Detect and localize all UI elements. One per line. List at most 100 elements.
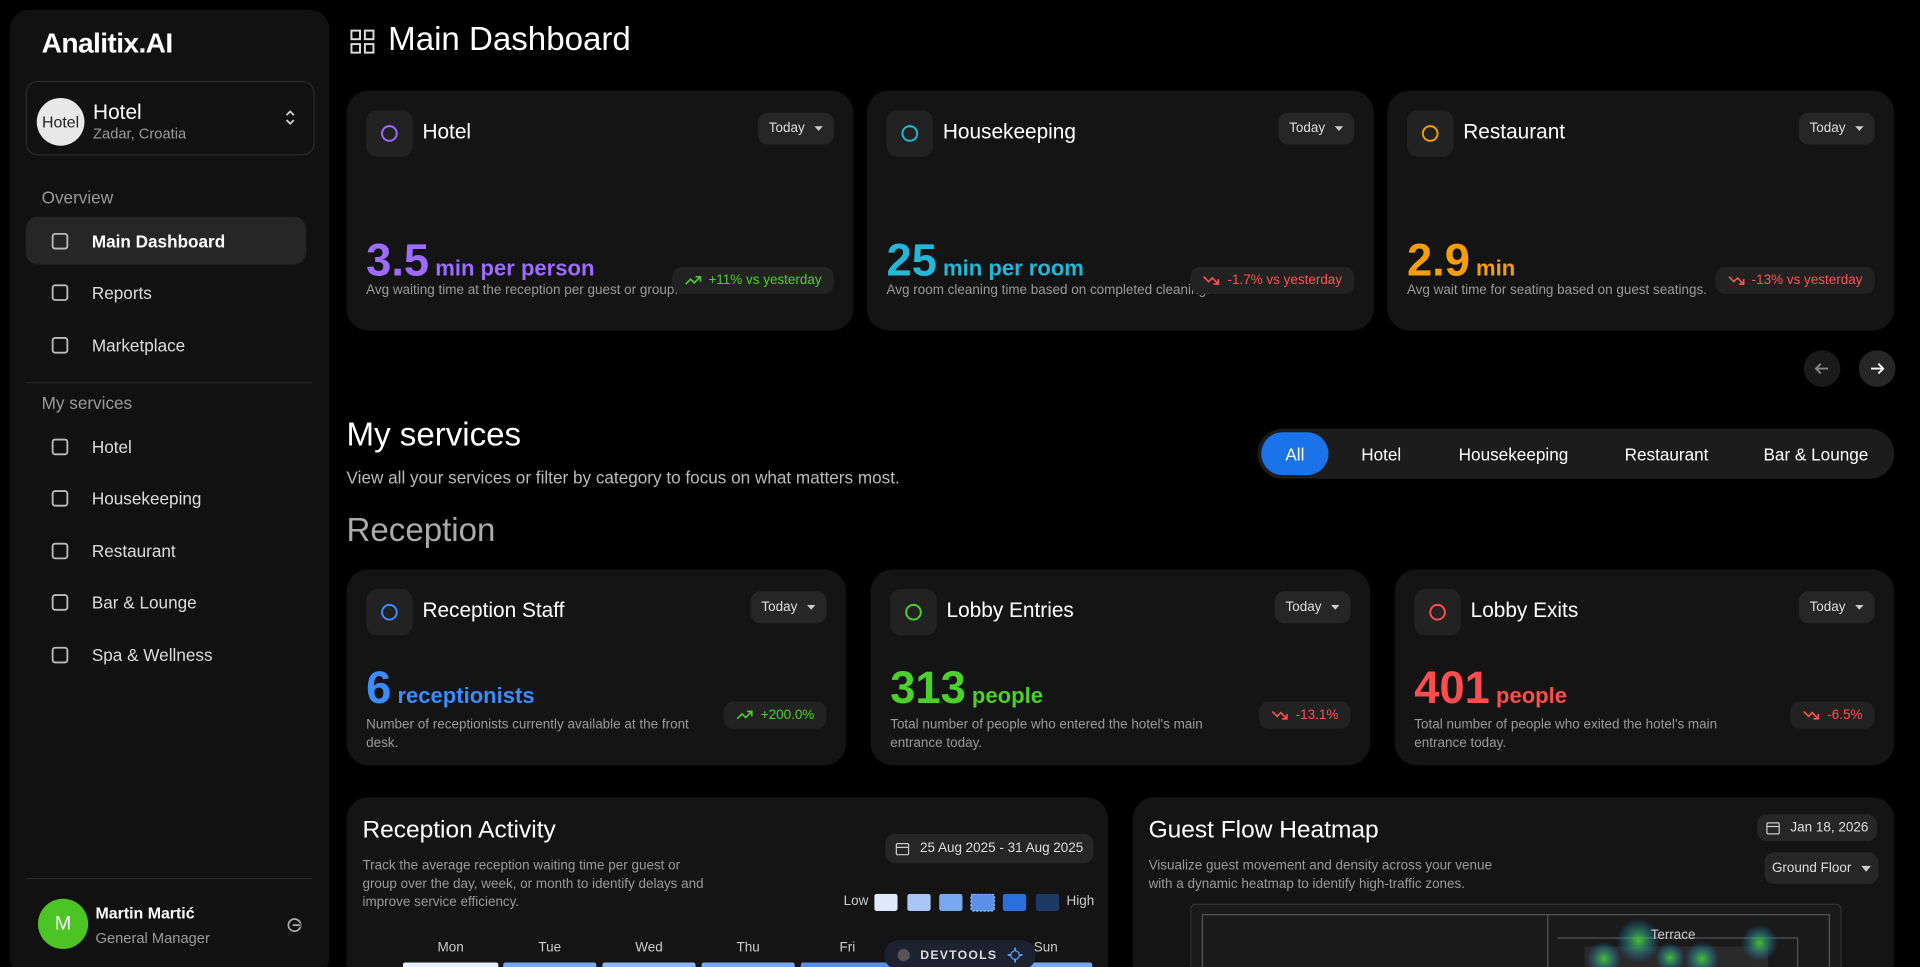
dashboard-icon (350, 29, 375, 54)
period-select[interactable]: Today (750, 591, 827, 624)
metric: 6 receptionists (366, 662, 535, 713)
panel-description: Track the average reception waiting time… (362, 858, 704, 910)
carousel-arrows[interactable] (1802, 349, 1900, 388)
filter-label: Bar & Lounge (1763, 443, 1869, 464)
floor-select[interactable]: Ground Floor (1764, 852, 1879, 885)
filter-chip[interactable]: Bar & Lounge (1739, 432, 1893, 475)
section-label: My services (41, 393, 133, 413)
floor-text: Ground Floor (1771, 860, 1852, 876)
metric-unit: receptionists (397, 683, 535, 708)
legend-high: High (1066, 893, 1095, 909)
nav-item[interactable]: Reports (26, 269, 306, 317)
user-role: General Manager (95, 929, 210, 947)
card-title: Restaurant (1463, 120, 1566, 144)
metric-value: 25 (886, 235, 937, 286)
change-badge: -13% vs yesterday (1714, 266, 1875, 294)
metric: 313 people (890, 662, 1043, 713)
metric-value: 3.5 (366, 235, 430, 286)
filter-chip[interactable]: Hotel (1342, 432, 1420, 475)
avatar: M (37, 898, 89, 949)
metric-description: Avg waiting time at the reception per gu… (366, 282, 679, 298)
day-label: Thu (736, 940, 760, 956)
date-picker[interactable]: Jan 18, 2026 (1757, 814, 1878, 842)
venue-location: Zadar, Croatia (93, 124, 187, 143)
divider (25, 877, 313, 880)
period-select[interactable]: Today (1798, 591, 1875, 624)
devtools-label: DEVTOOLS (920, 948, 998, 962)
date-range-text: 25 Aug 2025 - 31 Aug 2025 (919, 841, 1084, 856)
section-title: My services (346, 416, 522, 454)
change-badge: +11% vs yesterday (671, 266, 834, 294)
period-text: Today (768, 121, 805, 136)
logout-icon[interactable] (287, 917, 303, 933)
section-subtitle: View all your services or filter by cate… (346, 467, 900, 488)
day-label: Tue (538, 940, 562, 956)
period-text: Today (1809, 121, 1846, 136)
divider (25, 382, 313, 384)
nav-item[interactable]: Marketplace (26, 321, 306, 369)
change-badge: -13.1% (1258, 701, 1351, 729)
nav-label: Marketplace (91, 334, 186, 355)
metric-description: Avg wait time for seating based on guest… (1406, 282, 1707, 298)
nav-label: Bar & Lounge (91, 592, 197, 613)
metric-description: Number of receptionists currently availa… (366, 717, 689, 751)
card-title: Housekeeping (942, 120, 1076, 144)
metric-description: Avg room cleaning time based on complete… (886, 282, 1217, 298)
nav-label: Reports (91, 282, 152, 303)
card-title: Hotel (422, 120, 472, 144)
card-title: Lobby Exits (1470, 598, 1579, 623)
nav-item[interactable]: Bar & Lounge (26, 579, 306, 627)
brand: Analitix.AI (41, 26, 174, 59)
filter-chip[interactable]: Restaurant (1599, 432, 1734, 475)
venue-badge: Hotel (36, 97, 85, 146)
metric-value: 313 (890, 662, 966, 713)
panel-title: Guest Flow Heatmap (1148, 816, 1379, 844)
devtools-badge[interactable]: DEVTOOLS (884, 940, 1036, 967)
nav-label: Housekeeping (91, 488, 202, 509)
panel-title: Reception Activity (362, 816, 556, 844)
nav-item[interactable]: Main Dashboard (25, 216, 307, 265)
card-icon (890, 588, 937, 636)
metric-value: 401 (1414, 662, 1490, 713)
period-select[interactable]: Today (1274, 591, 1351, 624)
period-text: Today (761, 600, 798, 615)
metric-unit: min (1476, 255, 1516, 281)
date-range[interactable]: 25 Aug 2025 - 31 Aug 2025 (885, 833, 1094, 864)
change-badge: +200.0% (723, 701, 827, 729)
period-text: Today (1285, 600, 1322, 615)
venue-name: Hotel (93, 100, 142, 124)
venue-selector[interactable] (25, 80, 315, 156)
nav-label: Restaurant (91, 540, 176, 561)
metric-value: 6 (366, 662, 392, 713)
nav-item[interactable]: Hotel (26, 422, 306, 470)
filter-chip[interactable]: Housekeeping (1435, 432, 1592, 475)
metric: 2.9 min (1407, 235, 1515, 286)
period-select[interactable]: Today (1798, 112, 1875, 145)
filter-chip[interactable]: All (1261, 432, 1329, 476)
nav-item[interactable]: Restaurant (26, 527, 306, 575)
metric: 3.5 min per person (366, 235, 594, 286)
filter-label: Housekeeping (1458, 443, 1569, 464)
nav-label: Hotel (91, 436, 132, 457)
day-label: Wed (635, 940, 663, 956)
period-select[interactable]: Today (1278, 112, 1355, 145)
nav-item[interactable]: Housekeeping (26, 474, 306, 522)
change-badge: -6.5% (1790, 701, 1875, 729)
metric-description: Total number of people who exited the ho… (1414, 717, 1718, 751)
date-text: Jan 18, 2026 (1790, 820, 1869, 836)
card-icon (366, 588, 413, 636)
period-text: Today (1289, 121, 1326, 136)
chevron (285, 110, 295, 125)
nav-item[interactable]: Spa & Wellness (26, 631, 306, 679)
metric-unit: min per person (435, 255, 595, 281)
category-title: Reception (346, 511, 496, 549)
metric-value: 2.9 (1406, 235, 1470, 286)
card-icon (1414, 588, 1461, 636)
metric-unit: people (971, 683, 1043, 708)
zone-label: Terrace (1650, 928, 1696, 943)
change-text: +11% vs yesterday (708, 273, 822, 288)
day-label: Mon (437, 940, 464, 956)
period-select[interactable]: Today (757, 112, 834, 145)
